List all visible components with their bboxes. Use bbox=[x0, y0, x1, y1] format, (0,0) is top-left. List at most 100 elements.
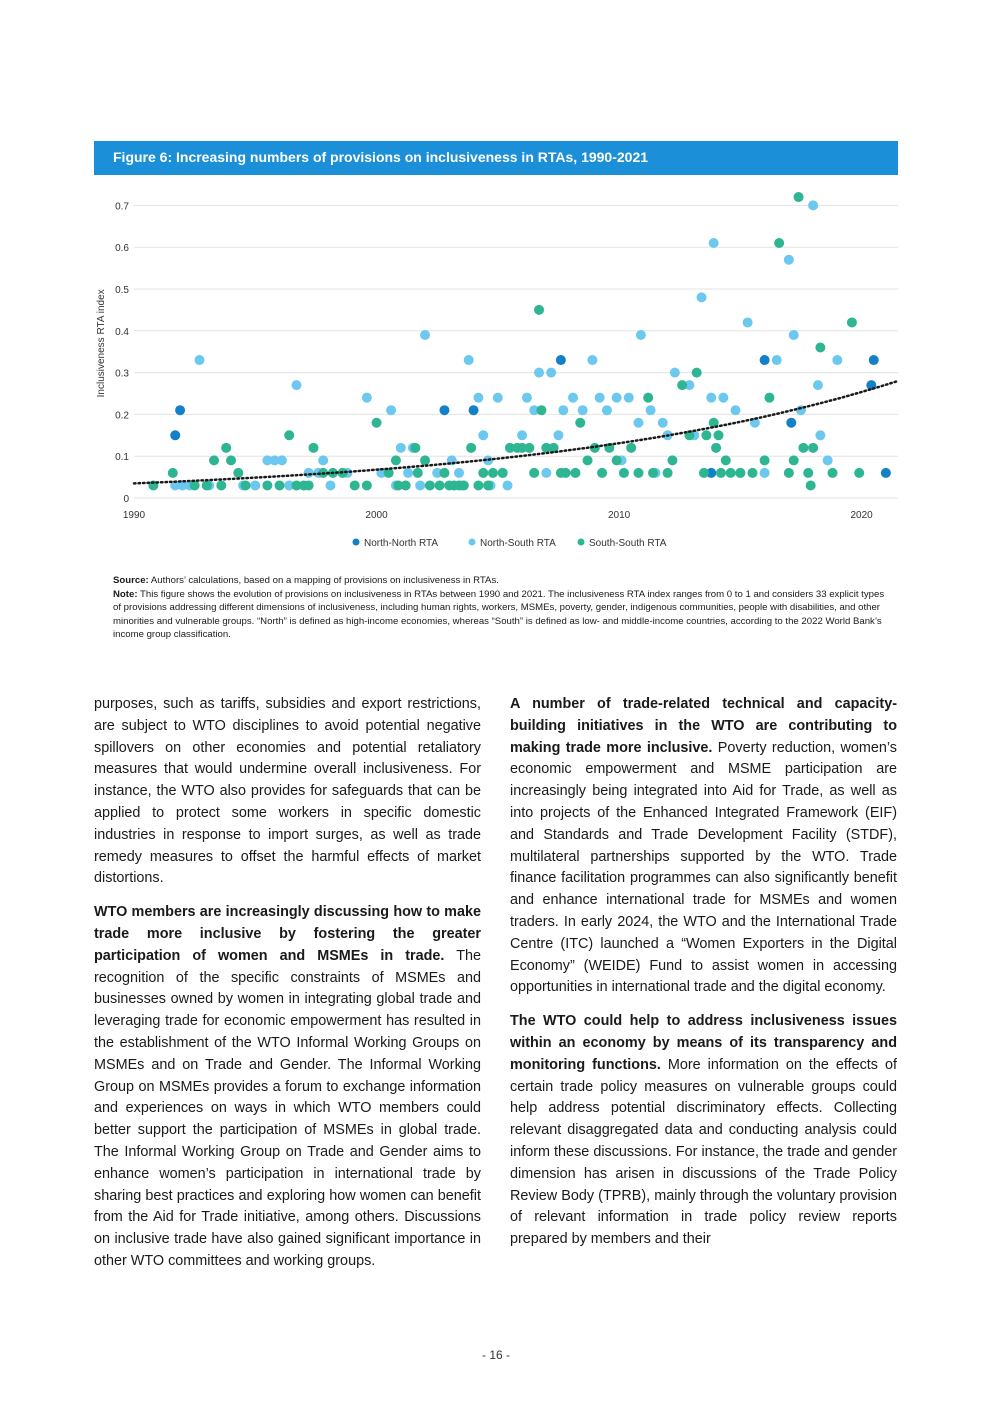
data-point bbox=[170, 430, 181, 441]
data-point bbox=[221, 442, 232, 453]
data-point bbox=[466, 442, 477, 453]
legend-marker bbox=[577, 538, 585, 546]
data-point bbox=[325, 480, 336, 491]
data-point bbox=[361, 392, 372, 403]
data-point bbox=[623, 392, 634, 403]
data-point bbox=[708, 238, 719, 249]
data-point bbox=[708, 417, 719, 428]
data-point bbox=[517, 442, 528, 453]
data-point bbox=[521, 392, 532, 403]
x-tick-label: 2020 bbox=[850, 510, 873, 521]
paragraph: The WTO could help to address inclusiven… bbox=[510, 1011, 897, 1251]
data-point bbox=[764, 392, 775, 403]
data-point bbox=[635, 329, 646, 340]
data-point bbox=[473, 480, 484, 491]
data-point bbox=[269, 455, 280, 466]
data-point bbox=[788, 455, 799, 466]
data-point bbox=[786, 417, 797, 428]
data-point bbox=[524, 442, 535, 453]
scatter-chart: 0 0.1 0.2 0.3 0.4 0.5 0.6 0.7 1990 2000 2010 2020 In… bbox=[96, 192, 898, 549]
data-point bbox=[677, 380, 688, 391]
data-point bbox=[783, 467, 794, 478]
data-point bbox=[575, 417, 586, 428]
data-point bbox=[291, 480, 302, 491]
data-point bbox=[783, 254, 794, 265]
data-point bbox=[420, 329, 431, 340]
y-tick-label: 0.7 bbox=[115, 201, 129, 212]
data-point bbox=[793, 192, 804, 203]
data-point bbox=[502, 480, 513, 491]
data-point bbox=[645, 405, 656, 416]
data-point bbox=[567, 392, 578, 403]
data-point bbox=[349, 480, 360, 491]
data-point bbox=[420, 455, 431, 466]
figure-notes: Source: Authors’ calculations, based on … bbox=[113, 574, 893, 642]
data-point bbox=[434, 480, 445, 491]
data-point bbox=[454, 467, 465, 478]
note-line: Note: This figure shows the evolution of… bbox=[113, 588, 893, 642]
data-point bbox=[594, 392, 605, 403]
data-point bbox=[167, 467, 178, 478]
data-point bbox=[805, 480, 816, 491]
y-tick-label: 0.1 bbox=[115, 452, 129, 463]
data-point bbox=[536, 405, 547, 416]
data-point bbox=[626, 442, 637, 453]
data-point bbox=[735, 467, 746, 478]
data-point bbox=[534, 367, 545, 378]
data-point bbox=[201, 480, 212, 491]
data-point bbox=[517, 430, 528, 441]
data-point bbox=[478, 467, 489, 478]
data-point bbox=[803, 467, 814, 478]
data-point bbox=[395, 442, 406, 453]
data-point bbox=[303, 467, 314, 478]
data-point bbox=[691, 367, 702, 378]
paragraph-lead: A number of trade-related technical and … bbox=[510, 696, 897, 756]
data-point bbox=[541, 442, 552, 453]
data-point bbox=[534, 304, 545, 315]
data-point bbox=[194, 355, 205, 366]
data-point bbox=[587, 355, 598, 366]
data-point bbox=[808, 442, 819, 453]
data-point bbox=[720, 455, 731, 466]
x-tick-label: 2000 bbox=[365, 510, 388, 521]
data-point bbox=[611, 392, 622, 403]
paragraph-text: Poverty reduction, women’s economic empo… bbox=[510, 739, 897, 996]
right-column: A number of trade-related technical and … bbox=[510, 694, 897, 1263]
data-point bbox=[560, 467, 571, 478]
data-point bbox=[276, 455, 287, 466]
data-point bbox=[832, 355, 843, 366]
paragraph-text: The recognition of the specific constrai… bbox=[94, 947, 481, 1269]
legend-marker bbox=[352, 538, 360, 546]
data-point bbox=[473, 392, 484, 403]
data-point bbox=[558, 405, 569, 416]
data-point bbox=[570, 467, 581, 478]
data-point bbox=[233, 467, 244, 478]
data-point bbox=[410, 442, 421, 453]
y-tick-label: 0.3 bbox=[115, 369, 129, 380]
data-point bbox=[497, 467, 508, 478]
data-point bbox=[759, 467, 770, 478]
data-point bbox=[291, 380, 302, 391]
data-point bbox=[483, 480, 494, 491]
data-point bbox=[318, 455, 329, 466]
data-point bbox=[284, 480, 295, 491]
data-point bbox=[815, 430, 826, 441]
data-point bbox=[439, 467, 450, 478]
data-point bbox=[827, 467, 838, 478]
data-point bbox=[240, 480, 251, 491]
data-point bbox=[648, 467, 659, 478]
paragraph-lead: WTO members are increasingly discussing … bbox=[94, 904, 481, 964]
data-point bbox=[715, 467, 726, 478]
data-point bbox=[216, 480, 227, 491]
data-point bbox=[412, 467, 423, 478]
note-text: This figure shows the evolution of provi… bbox=[113, 588, 885, 641]
data-point bbox=[177, 480, 188, 491]
data-point bbox=[667, 455, 678, 466]
data-point bbox=[383, 467, 394, 478]
y-axis-label: Inclusiveness RTA index bbox=[96, 289, 107, 397]
data-point bbox=[669, 367, 680, 378]
data-point bbox=[701, 430, 712, 441]
source-line: Source: Authors’ calculations, based on … bbox=[113, 574, 893, 588]
legend-label: South-South RTA bbox=[589, 538, 667, 549]
data-point bbox=[458, 480, 469, 491]
